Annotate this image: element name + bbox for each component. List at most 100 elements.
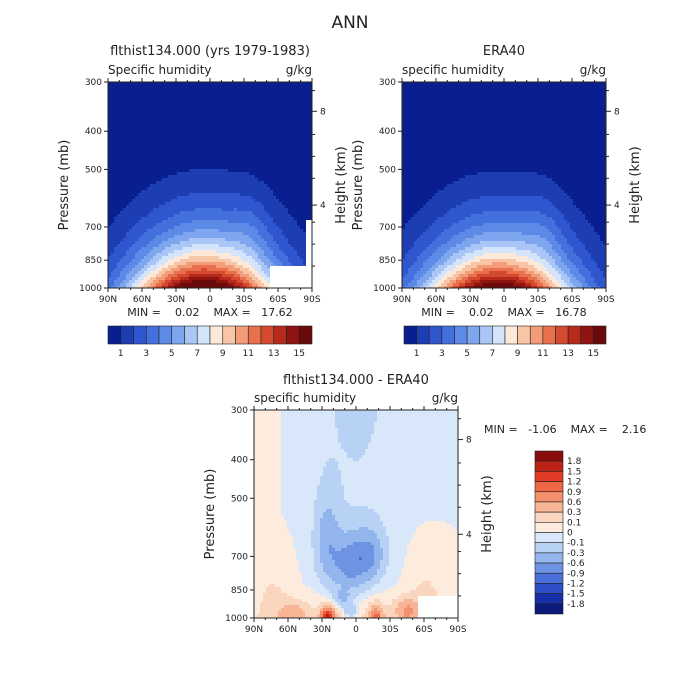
field-cell (282, 259, 286, 263)
field-cell (180, 157, 184, 161)
field-cell (114, 94, 118, 98)
field-cell (252, 184, 256, 188)
field-cell (195, 94, 199, 98)
field-cell (183, 277, 187, 281)
field-cell (171, 115, 175, 119)
field-cell (228, 280, 232, 284)
field-cell (216, 235, 220, 239)
field-cell (162, 265, 166, 269)
field-cell (117, 91, 121, 95)
field-cell (204, 229, 208, 233)
field-cell (153, 169, 157, 173)
field-cell (111, 124, 115, 128)
field-cell (159, 274, 163, 278)
field-cell (207, 271, 211, 275)
field-cell (276, 220, 280, 224)
field-cell (282, 133, 286, 137)
field-cell (228, 109, 232, 113)
field-cell (168, 256, 172, 260)
field-cell (234, 199, 238, 203)
field-cell (216, 184, 220, 188)
field-cell (246, 190, 250, 194)
field-cell (195, 112, 199, 116)
field-cell (270, 223, 274, 227)
field-cell (210, 142, 214, 146)
colorbar-label: 13 (268, 349, 279, 359)
field-cell (219, 103, 223, 107)
field-cell (222, 232, 226, 236)
field-cell (225, 160, 229, 164)
field-cell (264, 124, 268, 128)
field-cell (234, 283, 238, 287)
field-cell (222, 265, 226, 269)
field-cell (267, 277, 271, 281)
field-cell (300, 157, 304, 161)
field-cell (132, 277, 136, 281)
field-cell (270, 175, 274, 179)
field-cell (264, 163, 268, 167)
field-cell (222, 91, 226, 95)
field-cell (285, 178, 289, 182)
field-cell (201, 262, 205, 266)
field-cell (144, 223, 148, 227)
field-cell (246, 154, 250, 158)
field-cell (219, 175, 223, 179)
field-cell (255, 127, 259, 131)
field-cell (150, 253, 154, 257)
field-cell (222, 85, 226, 89)
field-cell (135, 262, 139, 266)
field-cell (159, 148, 163, 152)
field-cell (132, 259, 136, 263)
field-cell (294, 103, 298, 107)
field-cell (231, 187, 235, 191)
colorbar-box (247, 325, 262, 345)
field-cell (288, 94, 292, 98)
field-cell (207, 133, 211, 137)
field-cell (153, 178, 157, 182)
field-cell (192, 88, 196, 92)
field-cell (165, 244, 169, 248)
field-cell (267, 139, 271, 143)
field-cell (135, 163, 139, 167)
field-cell (147, 253, 151, 257)
field-cell (303, 85, 307, 89)
field-cell (165, 112, 169, 116)
field-cell (240, 166, 244, 170)
field-cell (183, 139, 187, 143)
field-cell (240, 151, 244, 155)
field-cell (186, 277, 190, 281)
field-cell (237, 157, 241, 161)
field-cell (276, 94, 280, 98)
field-cell (141, 250, 145, 254)
field-cell (282, 220, 286, 224)
field-cell (246, 283, 250, 287)
field-cell (195, 256, 199, 260)
field-cell (159, 223, 163, 227)
field-cell (219, 235, 223, 239)
field-cell (246, 187, 250, 191)
field-cell (216, 256, 220, 260)
field-cell (123, 160, 127, 164)
field-cell (123, 274, 127, 278)
field-cell (294, 187, 298, 191)
field-cell (159, 232, 163, 236)
field-cell (144, 154, 148, 158)
field-cell (192, 283, 196, 287)
field-cell (123, 154, 127, 158)
field-cell (288, 196, 292, 200)
field-cell (237, 232, 241, 236)
field-cell (156, 82, 160, 86)
field-cell (231, 151, 235, 155)
field-cell (189, 271, 193, 275)
field-cell (144, 277, 148, 281)
field-cell (240, 100, 244, 104)
field-cell (141, 169, 145, 173)
field-cell (222, 160, 226, 164)
field-cell (153, 82, 157, 86)
field-cell (147, 136, 151, 140)
field-cell (132, 172, 136, 176)
field-cell (162, 139, 166, 143)
field-cell (231, 208, 235, 212)
field-cell (231, 172, 235, 176)
field-cell (201, 181, 205, 185)
